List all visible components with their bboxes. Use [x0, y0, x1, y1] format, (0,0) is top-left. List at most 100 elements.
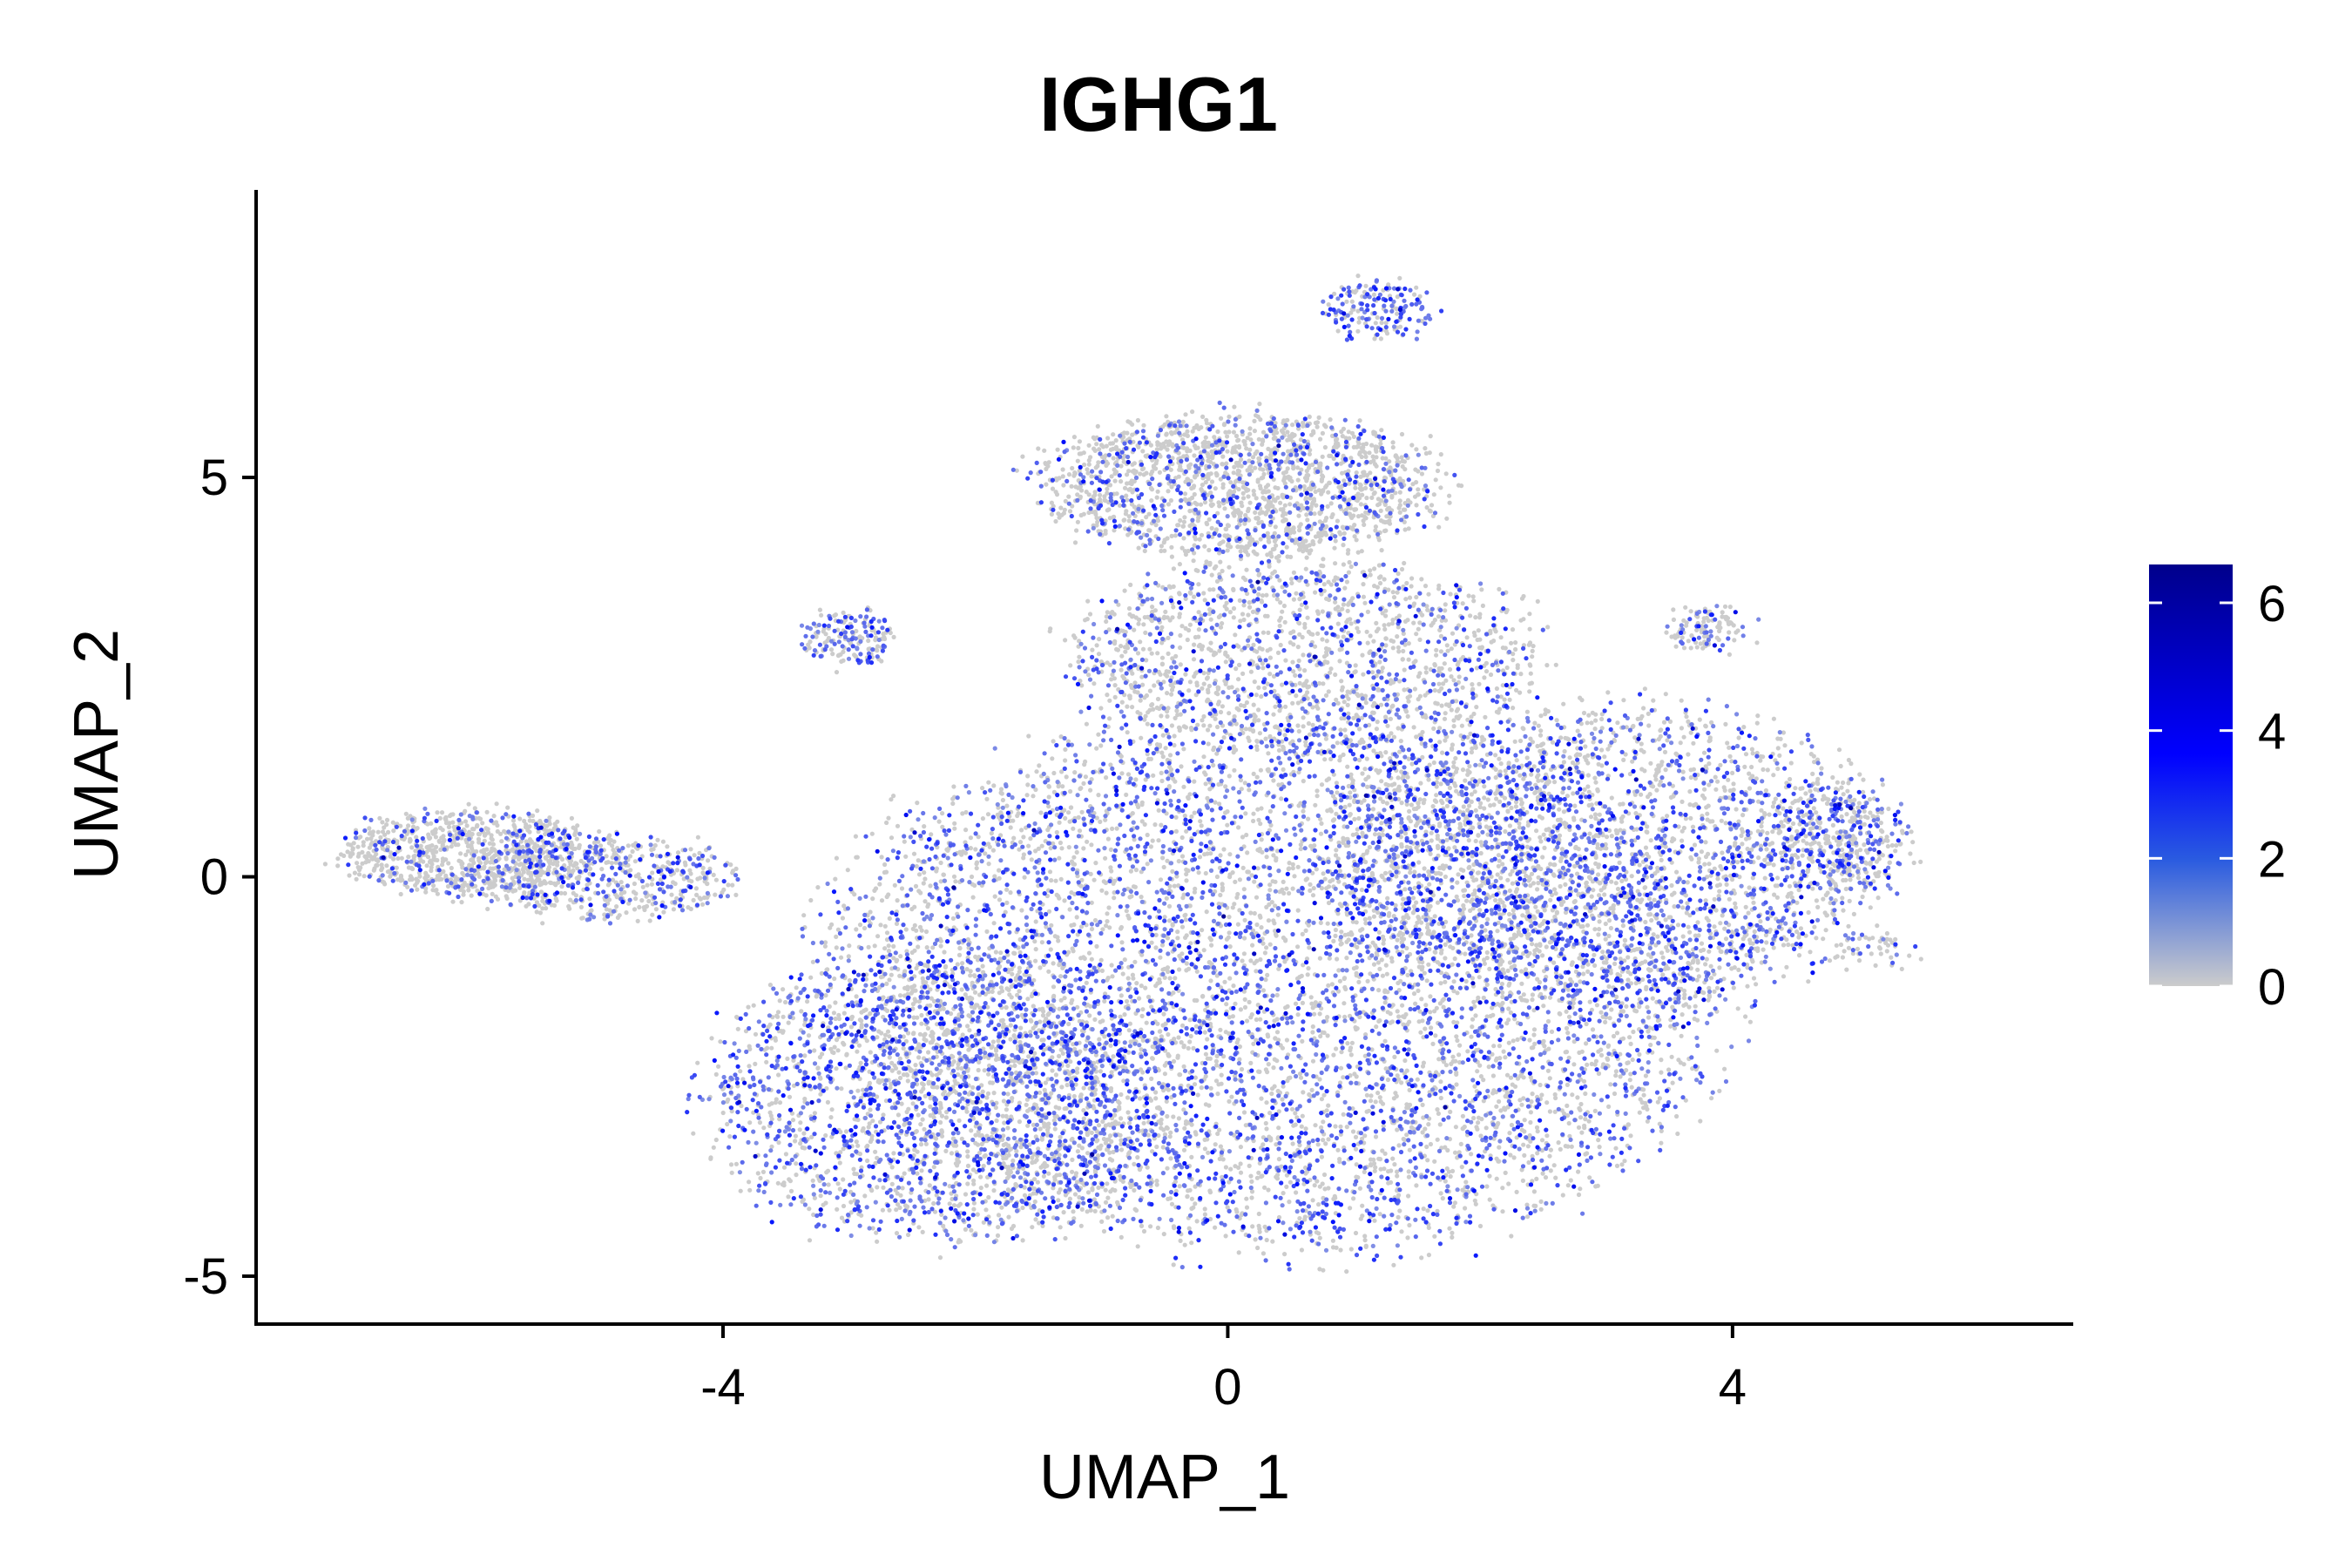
- data-point: [1598, 813, 1602, 817]
- data-point: [875, 1240, 879, 1244]
- data-point: [791, 1118, 795, 1122]
- data-point: [1268, 943, 1273, 947]
- data-point: [1323, 1141, 1328, 1146]
- data-point: [1546, 1069, 1551, 1073]
- data-point: [1064, 1106, 1069, 1111]
- data-point: [939, 1128, 943, 1132]
- data-point: [1058, 1225, 1063, 1229]
- data-point: [1011, 1224, 1016, 1228]
- data-point: [1224, 1002, 1228, 1006]
- data-point: [1186, 795, 1190, 800]
- data-point: [1046, 784, 1051, 788]
- data-point: [1538, 814, 1542, 819]
- data-point: [1648, 912, 1652, 916]
- data-point: [848, 1200, 853, 1204]
- data-point: [1146, 1166, 1150, 1170]
- data-point: [1486, 797, 1490, 801]
- data-point: [1506, 969, 1511, 973]
- data-point: [1177, 967, 1181, 971]
- data-point: [1670, 1055, 1674, 1059]
- data-point: [1093, 1209, 1098, 1213]
- data-point: [1443, 1179, 1448, 1183]
- data-point: [833, 1000, 837, 1004]
- data-point: [1343, 805, 1348, 809]
- data-point: [867, 918, 871, 923]
- data-point: [1172, 1262, 1176, 1267]
- data-point: [1421, 1103, 1425, 1107]
- data-point: [1320, 1155, 1324, 1159]
- data-point: [1511, 1038, 1516, 1043]
- data-point: [1241, 866, 1246, 870]
- data-point: [1414, 823, 1418, 828]
- data-point: [849, 1024, 854, 1029]
- data-point: [1429, 1142, 1433, 1146]
- data-point: [1263, 737, 1267, 741]
- data-point: [906, 1078, 910, 1083]
- data-point: [919, 1013, 923, 1017]
- data-point: [1258, 731, 1262, 735]
- data-point: [774, 1014, 779, 1018]
- data-point: [841, 903, 846, 908]
- data-point: [1254, 969, 1258, 973]
- data-point: [1396, 1077, 1401, 1081]
- data-point: [999, 787, 1004, 791]
- data-point: [957, 946, 962, 950]
- data-point: [1450, 1231, 1454, 1235]
- data-point: [819, 1193, 823, 1198]
- data-point: [1285, 1037, 1289, 1042]
- data-point: [1408, 1148, 1412, 1152]
- data-point: [922, 1033, 926, 1037]
- data-point: [1646, 1029, 1650, 1033]
- data-point: [1017, 989, 1021, 993]
- data-point: [1131, 973, 1135, 977]
- data-point: [1583, 1152, 1587, 1156]
- data-point: [836, 1048, 841, 1052]
- data-point: [1452, 979, 1456, 983]
- data-point: [971, 1207, 976, 1212]
- data-point: [1150, 941, 1154, 945]
- data-point: [1508, 960, 1512, 964]
- data-point: [916, 1042, 921, 1046]
- data-point: [1105, 1215, 1110, 1220]
- data-point: [1433, 1033, 1437, 1037]
- data-point: [1344, 1269, 1348, 1274]
- data-point: [1321, 1181, 1325, 1186]
- data-point: [1281, 1191, 1286, 1195]
- data-point: [1110, 974, 1114, 978]
- data-point: [991, 848, 996, 853]
- data-point: [951, 784, 956, 788]
- data-point: [1059, 998, 1064, 1003]
- data-point: [977, 1068, 981, 1072]
- data-point: [1254, 896, 1259, 900]
- data-point: [858, 923, 862, 927]
- data-point: [1680, 905, 1685, 909]
- data-point: [1085, 981, 1089, 985]
- data-point: [1240, 835, 1245, 839]
- data-point: [842, 1011, 847, 1016]
- data-point: [1436, 1138, 1440, 1142]
- data-point: [1376, 960, 1381, 964]
- data-point: [1565, 1050, 1569, 1054]
- data-point: [938, 1069, 943, 1073]
- data-point: [1166, 1032, 1170, 1037]
- data-point: [905, 985, 909, 990]
- data-point: [1527, 1037, 1531, 1042]
- data-point: [1490, 1013, 1495, 1017]
- data-point: [1096, 733, 1100, 737]
- data-point: [1474, 1202, 1478, 1206]
- data-point: [1502, 904, 1506, 909]
- data-point: [1453, 756, 1457, 760]
- data-point: [1519, 802, 1524, 807]
- data-point: [734, 1015, 739, 1019]
- data-point: [1577, 1125, 1581, 1130]
- data-point: [1474, 877, 1478, 882]
- data-point: [1203, 1031, 1207, 1035]
- data-point: [1069, 923, 1073, 928]
- data-point: [1002, 1120, 1006, 1125]
- data-point: [1523, 1118, 1527, 1122]
- data-point: [977, 909, 982, 914]
- data-point: [1291, 866, 1295, 870]
- data-point: [1224, 1165, 1228, 1169]
- data-point: [1205, 1037, 1209, 1041]
